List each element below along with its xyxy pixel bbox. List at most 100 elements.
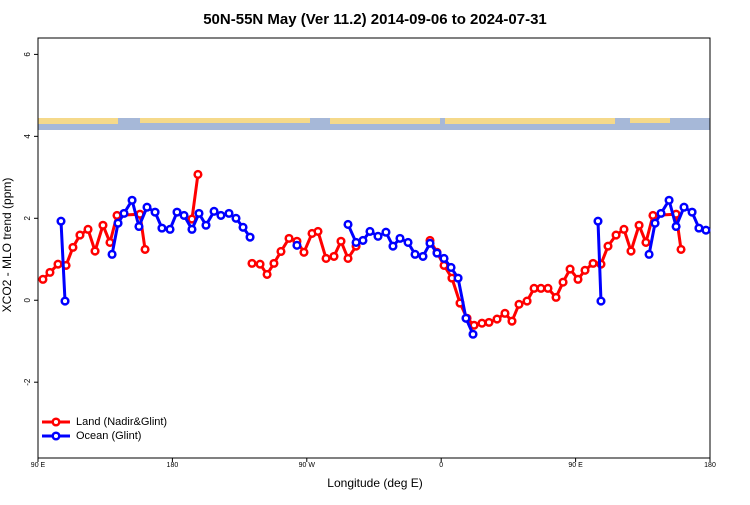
series-line — [59, 196, 707, 335]
point — [157, 223, 167, 233]
chart-title: 50N-55N May (Ver 11.2) 2014-09-06 to 202… — [203, 11, 547, 28]
point — [140, 244, 150, 254]
point — [38, 274, 48, 284]
point — [644, 249, 654, 259]
point — [351, 237, 361, 248]
point — [634, 220, 644, 230]
point — [269, 258, 279, 268]
point — [150, 207, 160, 217]
point — [60, 296, 70, 306]
point — [694, 223, 704, 233]
point — [593, 216, 603, 226]
x-tick-label: 90 E — [31, 462, 46, 469]
point — [112, 210, 122, 220]
point — [687, 207, 697, 217]
point — [105, 237, 115, 248]
point — [245, 232, 255, 242]
point — [529, 283, 539, 293]
point — [365, 226, 375, 236]
point — [580, 265, 590, 275]
series-line — [41, 174, 683, 327]
point — [596, 296, 606, 306]
point — [142, 202, 152, 212]
point — [558, 277, 568, 287]
point — [107, 249, 117, 259]
legend-label: Ocean (Glint) — [76, 430, 141, 442]
point — [98, 220, 108, 230]
point — [395, 233, 405, 243]
point — [403, 237, 413, 248]
point — [336, 236, 346, 246]
point — [68, 242, 78, 252]
point — [90, 246, 100, 256]
point — [75, 230, 85, 240]
point — [676, 244, 686, 254]
point — [193, 169, 203, 179]
point — [641, 237, 651, 248]
map-strip — [38, 118, 710, 130]
point — [626, 246, 636, 256]
point — [671, 221, 681, 232]
point — [321, 253, 331, 263]
point — [648, 210, 658, 220]
point — [134, 221, 144, 232]
point — [262, 269, 272, 279]
legend-marker — [51, 417, 61, 427]
y-axis-title: XCO2 - MLO trend (ppm) — [0, 178, 14, 313]
point — [165, 224, 175, 234]
x-tick-label: 90 W — [299, 462, 316, 469]
y-tick-label: 4 — [23, 134, 32, 139]
y-tick-label: 2 — [23, 216, 32, 221]
point — [201, 220, 211, 230]
point — [381, 227, 391, 237]
point — [500, 308, 510, 318]
point — [373, 231, 383, 241]
plot-frame — [37, 37, 711, 459]
point — [425, 238, 435, 248]
point — [53, 259, 63, 269]
x-axis-title: Longitude (deg E) — [327, 476, 422, 490]
point — [127, 195, 137, 205]
point — [469, 320, 479, 330]
point — [656, 208, 666, 218]
point — [179, 210, 189, 220]
point — [216, 210, 226, 220]
point — [343, 219, 353, 229]
point — [194, 208, 204, 218]
point — [224, 208, 234, 218]
y-tick-label: 0 — [23, 297, 32, 302]
point — [410, 249, 420, 259]
point — [418, 251, 428, 261]
point — [514, 299, 524, 309]
point — [536, 283, 546, 293]
y-tick-label: -2 — [23, 378, 32, 386]
point — [284, 233, 294, 243]
point — [45, 267, 55, 277]
point — [551, 292, 561, 302]
point — [343, 253, 353, 263]
point — [461, 313, 471, 323]
point — [388, 241, 398, 251]
point — [611, 230, 621, 240]
point — [247, 258, 257, 268]
point — [299, 247, 309, 257]
point — [329, 251, 339, 261]
point — [701, 225, 711, 235]
x-tick-label: 0 — [439, 462, 443, 469]
point — [477, 318, 487, 328]
point — [507, 316, 517, 326]
point — [650, 218, 660, 228]
point — [679, 202, 689, 212]
point — [484, 317, 494, 327]
point — [664, 195, 674, 205]
point — [619, 224, 629, 234]
point — [468, 329, 478, 339]
point — [172, 207, 182, 217]
point — [231, 213, 241, 223]
legend-marker — [51, 431, 61, 441]
point — [446, 262, 456, 273]
point — [588, 258, 598, 268]
point — [603, 241, 613, 251]
point — [83, 224, 93, 234]
